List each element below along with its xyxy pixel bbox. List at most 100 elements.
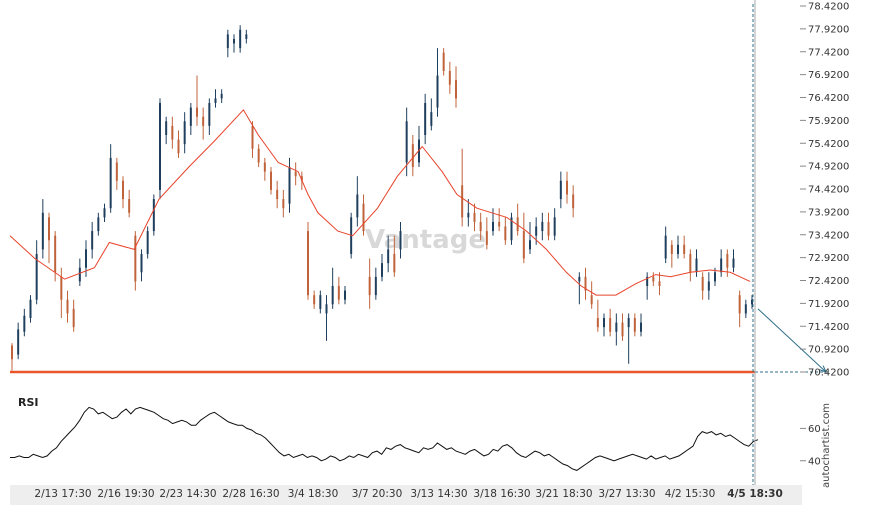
candle-body — [646, 276, 649, 286]
time-tick-label: 3/27 13:30 — [598, 488, 655, 500]
candle-body — [504, 226, 507, 241]
candle-body — [165, 121, 168, 136]
candle-body — [590, 295, 593, 305]
candle-body — [430, 112, 433, 126]
forecast-layer — [752, 4, 827, 485]
candle-body — [498, 221, 501, 227]
candle-body — [436, 75, 439, 108]
candle-body — [35, 253, 38, 300]
candle-body — [282, 199, 285, 209]
rsi-label: RSI — [18, 396, 39, 409]
price-tick-label: 75.9200 — [808, 116, 849, 127]
moving-average-layer — [9, 109, 751, 296]
candle-body — [362, 203, 365, 232]
candle-body — [177, 139, 180, 154]
candle-body — [331, 285, 334, 305]
plot-background — [10, 0, 755, 500]
candle-body — [609, 318, 612, 332]
watermark: Vantage — [365, 225, 486, 255]
candle-body — [461, 185, 464, 218]
candle-body — [621, 322, 624, 337]
price-axis: 78.4200 77.9200 77.4200 76.9200 76.4200 75.92… — [754, 0, 849, 488]
candle-body — [559, 180, 562, 200]
candle-body — [288, 167, 291, 204]
candle-body — [566, 180, 568, 195]
candle-body — [146, 231, 149, 254]
candle-body — [307, 231, 309, 296]
candle-body — [374, 276, 377, 296]
price-tick-label: 74.4200 — [808, 185, 849, 196]
candle-body — [442, 52, 445, 71]
time-tick-label: 3/13 14:30 — [410, 488, 467, 500]
candle-body — [66, 299, 69, 314]
price-tick-label: 78.4200 — [808, 2, 849, 13]
candle-body — [603, 318, 605, 328]
candle-body — [424, 102, 427, 136]
candle-body — [263, 162, 266, 172]
candle-body — [245, 34, 248, 39]
candle-body — [652, 276, 655, 282]
rsi-tick-label: 40 — [808, 456, 821, 467]
candle-body — [572, 194, 575, 209]
candle-body — [233, 38, 235, 44]
time-tick-label: 4/2 15:30 — [665, 488, 716, 500]
price-tick-label: 76.9200 — [808, 70, 849, 81]
candle-body — [72, 308, 75, 328]
candle-body — [208, 102, 211, 126]
rsi-line — [10, 406, 759, 471]
candle-body — [658, 281, 661, 286]
candle-body — [683, 244, 686, 254]
candle-body — [695, 258, 698, 273]
price-tick-label: 77.4200 — [808, 47, 849, 58]
candle-body — [387, 249, 390, 264]
time-tick-label: 3/21 18:30 — [535, 488, 592, 500]
candle-body — [510, 217, 513, 241]
candle-body — [257, 148, 260, 163]
candle-body — [356, 194, 359, 218]
candle-body — [547, 221, 550, 236]
candle-body — [122, 180, 124, 200]
candle-body — [319, 295, 322, 309]
candle-body — [381, 263, 383, 277]
candle-body — [714, 272, 716, 282]
time-tick-label: 3/7 20:30 — [352, 488, 403, 500]
time-tick-label: 2/23 14:30 — [159, 488, 216, 500]
candle-body — [738, 295, 741, 314]
price-tick-label: 70.4200 — [808, 368, 849, 379]
time-tick-label: 3/4 18:30 — [288, 488, 339, 500]
candle-body — [522, 231, 525, 259]
candle-body — [479, 221, 482, 232]
candle-body — [448, 70, 451, 85]
candle-body — [78, 267, 81, 282]
brand-watermark: autochartist.com — [821, 403, 832, 488]
price-tick-label: 70.9200 — [808, 345, 849, 356]
candle-body — [128, 199, 131, 213]
time-tick-label: 2/13 17:30 — [34, 488, 91, 500]
candle-body — [337, 285, 340, 300]
candle-body — [368, 276, 371, 296]
candle-body — [411, 144, 414, 168]
price-tick-label: 75.4200 — [808, 139, 849, 150]
candle-body — [726, 253, 729, 268]
candle-body — [720, 258, 723, 273]
candle-body — [689, 253, 692, 273]
price-tick-label: 76.4200 — [808, 93, 849, 104]
candle-body — [294, 171, 297, 177]
forecast-arrow-line — [757, 308, 827, 373]
candle-body — [578, 276, 581, 282]
candle-body — [11, 345, 13, 360]
candle-body — [196, 107, 198, 117]
candle-body — [54, 235, 57, 273]
rsi-axis: 60 40 — [800, 424, 821, 467]
time-axis: 2/13 17:30 2/16 19:30 2/23 14:30 2/28 16:30… — [10, 485, 802, 505]
candle-body — [48, 217, 50, 241]
candle-body — [615, 322, 618, 332]
candle-body — [670, 244, 673, 254]
candle-body — [405, 121, 408, 163]
candles — [11, 25, 753, 371]
candle-body — [300, 176, 303, 181]
candle-body — [344, 290, 346, 300]
candle-body — [627, 318, 630, 328]
